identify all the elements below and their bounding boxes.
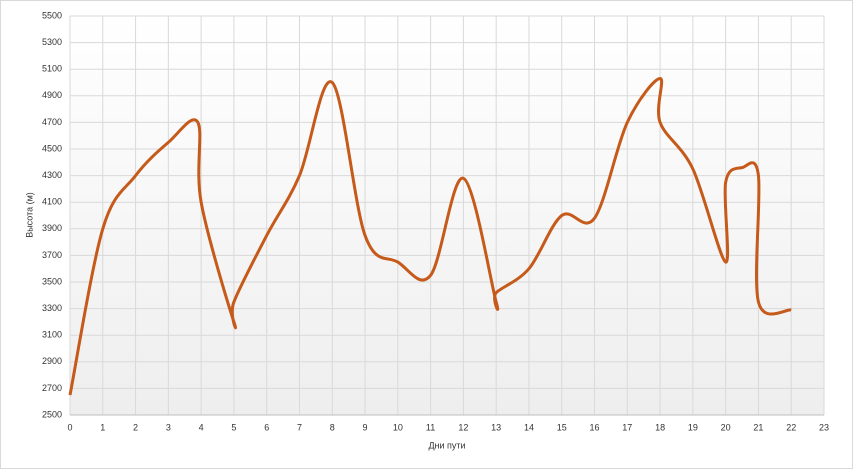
x-tick-label: 7 xyxy=(297,422,302,432)
x-tick-label: 9 xyxy=(363,422,368,432)
y-tick-label: 4500 xyxy=(42,143,62,153)
y-tick-label: 4900 xyxy=(42,90,62,100)
x-tick-label: 4 xyxy=(199,422,204,432)
y-tick-label: 5100 xyxy=(42,64,62,74)
y-tick-label: 3500 xyxy=(42,276,62,286)
x-tick-label: 3 xyxy=(166,422,171,432)
x-tick-label: 10 xyxy=(393,422,403,432)
x-tick-label: 13 xyxy=(491,422,501,432)
y-tick-label: 4100 xyxy=(42,197,62,207)
y-tick-label: 5500 xyxy=(42,10,62,20)
x-tick-label: 18 xyxy=(655,422,665,432)
x-tick-label: 19 xyxy=(688,422,698,432)
line-series xyxy=(68,77,792,396)
x-tick-label: 14 xyxy=(524,422,534,432)
y-tick-label: 4300 xyxy=(42,170,62,180)
x-tick-label: 6 xyxy=(264,422,269,432)
x-tick-label: 22 xyxy=(786,422,796,432)
y-tick-label: 2500 xyxy=(42,409,62,419)
x-tick-label: 20 xyxy=(721,422,731,432)
y-tick-label: 5300 xyxy=(42,37,62,47)
x-tick-label: 5 xyxy=(231,422,236,432)
x-tick-label: 2 xyxy=(133,422,138,432)
y-tick-label: 2700 xyxy=(42,383,62,393)
y-tick-label: 4700 xyxy=(42,117,62,127)
x-tick-label: 17 xyxy=(622,422,632,432)
y-axis-label: Высота (м) xyxy=(24,192,34,238)
x-tick-label: 21 xyxy=(753,422,763,432)
x-axis-label: Дни пути xyxy=(428,440,465,450)
y-tick-label: 3300 xyxy=(42,303,62,313)
y-tick-label: 3700 xyxy=(42,250,62,260)
y-tick-label: 3100 xyxy=(42,330,62,340)
x-tick-label: 23 xyxy=(819,422,829,432)
x-tick-label: 0 xyxy=(67,422,72,432)
x-tick-label: 8 xyxy=(330,422,335,432)
x-tick-label: 11 xyxy=(426,422,435,432)
y-tick-label: 3900 xyxy=(42,223,62,233)
x-tick-label: 16 xyxy=(590,422,600,432)
x-tick-label: 1 xyxy=(100,422,105,432)
y-tick-label: 2900 xyxy=(42,356,62,366)
x-tick-label: 15 xyxy=(557,422,567,432)
x-tick-label: 12 xyxy=(458,422,468,432)
